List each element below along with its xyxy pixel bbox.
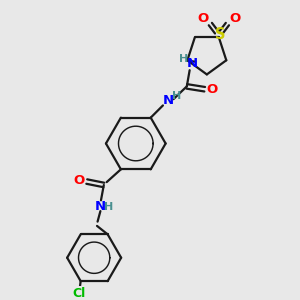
Text: O: O — [229, 12, 240, 26]
Text: N: N — [95, 200, 106, 213]
Text: O: O — [74, 174, 85, 187]
Text: H: H — [179, 54, 189, 64]
Text: Cl: Cl — [73, 287, 86, 300]
Text: O: O — [197, 12, 208, 26]
Text: H: H — [172, 91, 181, 101]
Text: H: H — [104, 202, 113, 212]
Text: N: N — [187, 57, 198, 70]
Text: S: S — [215, 27, 225, 42]
Text: N: N — [163, 94, 174, 107]
Text: O: O — [206, 83, 218, 96]
